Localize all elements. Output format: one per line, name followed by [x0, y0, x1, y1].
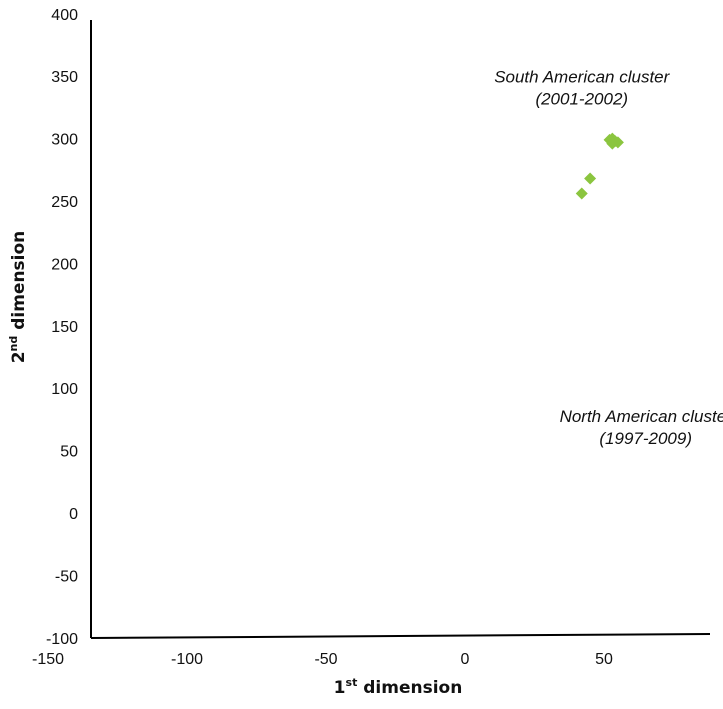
data-points — [575, 132, 624, 200]
cluster-annotation: North American cluster — [560, 407, 723, 426]
y-tick-label: -50 — [55, 568, 78, 585]
x-tick-label: -100 — [171, 651, 203, 668]
y-axis-title: 2nd dimension — [7, 231, 29, 364]
y-tick-label: 50 — [60, 444, 78, 461]
y-tick-label: 250 — [51, 194, 78, 211]
y-tick-label: 400 — [51, 7, 78, 24]
tick-labels: -100-50050100150200250300350400-250-200-… — [32, 7, 613, 668]
y-tick-label: 300 — [51, 132, 78, 149]
cluster-annotation: South American cluster — [494, 67, 670, 86]
axes — [90, 20, 711, 639]
x-tick-label: -50 — [314, 651, 337, 668]
x-tick-label: 0 — [461, 651, 470, 668]
data-point-green-diamond — [584, 172, 597, 185]
y-tick-label: 200 — [51, 256, 78, 273]
x-axis-title: 1st dimension — [334, 676, 463, 698]
data-point-green-diamond — [575, 187, 588, 200]
x-tick-label: 50 — [595, 651, 613, 668]
x-axis-line — [90, 633, 711, 639]
y-tick-label: 100 — [51, 381, 78, 398]
y-tick-label: 0 — [69, 506, 78, 523]
annotations: South American cluster(2001-2002)Eurasia… — [494, 67, 723, 448]
cluster-annotation: (1997-2009) — [599, 429, 692, 448]
y-tick-label: 150 — [51, 319, 78, 336]
y-tick-label: -100 — [46, 631, 78, 648]
data-point-green-diamond — [606, 137, 619, 150]
cluster-annotation: (2001-2002) — [535, 89, 628, 108]
y-tick-label: 350 — [51, 69, 78, 86]
x-tick-label: -150 — [32, 651, 64, 668]
